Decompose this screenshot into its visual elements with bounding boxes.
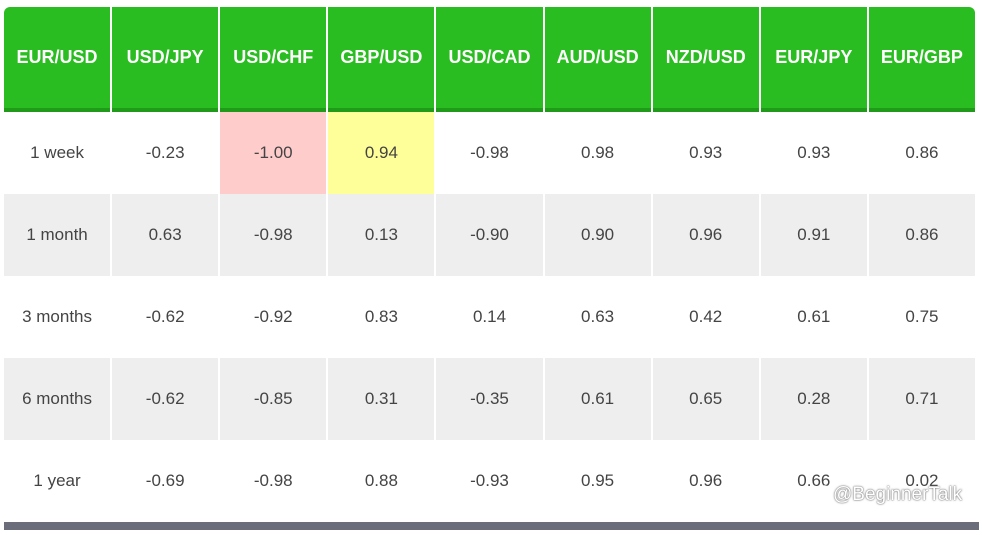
value-cell: 0.86	[868, 194, 975, 276]
table-footer-bar	[4, 522, 979, 530]
value-cell: 0.91	[760, 194, 867, 276]
value-cell: -0.98	[220, 194, 327, 276]
value-cell: 0.83	[328, 276, 435, 358]
value-cell: -0.93	[436, 440, 543, 522]
value-cell: -0.62	[112, 276, 219, 358]
value-cell: 0.31	[328, 358, 435, 440]
value-cell: 0.95	[544, 440, 651, 522]
table-row: 1 week -0.23 -1.00 0.94 -0.98 0.98 0.93 …	[4, 112, 975, 194]
value-cell: -0.98	[220, 440, 327, 522]
value-cell-highlighted-negative: -1.00	[220, 112, 327, 194]
value-cell: -0.92	[220, 276, 327, 358]
header-cell: USD/CAD	[436, 7, 543, 112]
value-cell: 0.96	[652, 194, 759, 276]
value-cell: 0.13	[328, 194, 435, 276]
weibo-icon	[812, 484, 830, 506]
header-cell: EUR/GBP	[868, 7, 975, 112]
correlation-table-container: EUR/USD USD/JPY USD/CHF GBP/USD USD/CAD …	[4, 7, 979, 522]
value-cell: 0.93	[652, 112, 759, 194]
value-cell: -0.98	[436, 112, 543, 194]
value-cell: 0.93	[760, 112, 867, 194]
value-cell: 0.14	[436, 276, 543, 358]
value-cell: 0.75	[868, 276, 975, 358]
value-cell: -0.35	[436, 358, 543, 440]
value-cell: 0.86	[868, 112, 975, 194]
table-row: 3 months -0.62 -0.92 0.83 0.14 0.63 0.42…	[4, 276, 975, 358]
value-cell: 0.28	[760, 358, 867, 440]
value-cell: -0.69	[112, 440, 219, 522]
correlation-table: EUR/USD USD/JPY USD/CHF GBP/USD USD/CAD …	[2, 7, 977, 522]
value-cell: -0.62	[112, 358, 219, 440]
value-cell: 0.98	[544, 112, 651, 194]
value-cell: 0.88	[328, 440, 435, 522]
header-cell: EUR/JPY	[760, 7, 867, 112]
value-cell: 0.90	[544, 194, 651, 276]
header-cell: GBP/USD	[328, 7, 435, 112]
header-cell: AUD/USD	[544, 7, 651, 112]
period-cell: 1 month	[4, 194, 111, 276]
value-cell: 0.63	[544, 276, 651, 358]
header-cell: USD/CHF	[220, 7, 327, 112]
period-cell: 6 months	[4, 358, 111, 440]
value-cell: 0.63	[112, 194, 219, 276]
table-row: 1 month 0.63 -0.98 0.13 -0.90 0.90 0.96 …	[4, 194, 975, 276]
value-cell: 0.65	[652, 358, 759, 440]
value-cell: -0.85	[220, 358, 327, 440]
value-cell: -0.23	[112, 112, 219, 194]
value-cell: 0.61	[760, 276, 867, 358]
header-cell: USD/JPY	[112, 7, 219, 112]
header-row: EUR/USD USD/JPY USD/CHF GBP/USD USD/CAD …	[4, 7, 975, 112]
table-row: 1 year -0.69 -0.98 0.88 -0.93 0.95 0.96 …	[4, 440, 975, 522]
watermark: @BeginnerTalk	[812, 484, 962, 506]
value-cell: -0.90	[436, 194, 543, 276]
header-cell: EUR/USD	[4, 7, 111, 112]
value-cell: 0.66	[760, 440, 867, 522]
value-cell-highlighted-positive: 0.94	[328, 112, 435, 194]
period-cell: 1 week	[4, 112, 111, 194]
watermark-text: @BeginnerTalk	[833, 484, 963, 505]
header-cell: NZD/USD	[652, 7, 759, 112]
value-cell: 0.42	[652, 276, 759, 358]
period-cell: 1 year	[4, 440, 111, 522]
value-cell: 0.61	[544, 358, 651, 440]
value-cell: 0.02	[868, 440, 975, 522]
table-row: 6 months -0.62 -0.85 0.31 -0.35 0.61 0.6…	[4, 358, 975, 440]
value-cell: 0.96	[652, 440, 759, 522]
period-cell: 3 months	[4, 276, 111, 358]
value-cell: 0.71	[868, 358, 975, 440]
